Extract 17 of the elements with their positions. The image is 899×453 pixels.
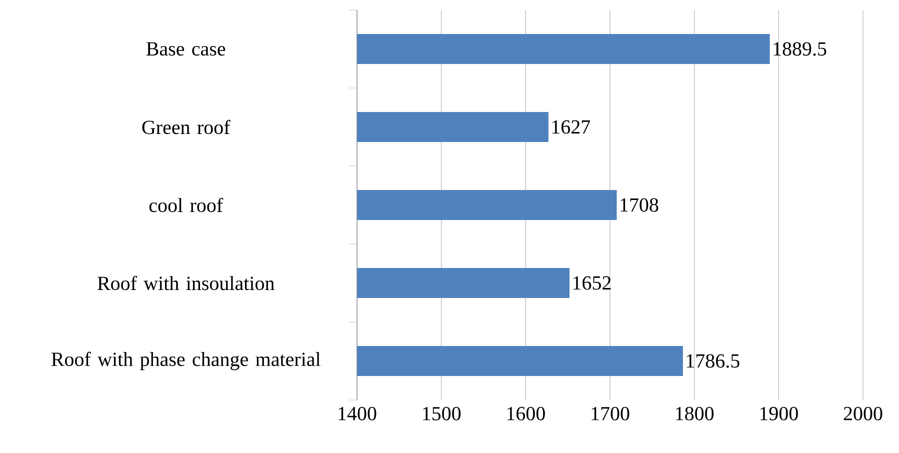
- y-tick-label: cool roof: [149, 198, 224, 212]
- x-tick-label: 1600: [507, 406, 545, 420]
- y-tick-label: Green roof: [142, 120, 230, 134]
- y-tick-label: Roof with insoulation: [98, 276, 274, 290]
- data-label: 1652: [573, 276, 611, 290]
- y-tick-label: Base case: [146, 42, 226, 56]
- x-tick-label: 1400: [338, 406, 376, 420]
- x-tick-label: 2000: [844, 406, 882, 420]
- x-tick-label: 1500: [423, 406, 461, 420]
- data-label: 1786.5: [686, 354, 740, 368]
- data-label: 1889.5: [774, 42, 826, 56]
- data-label: 1627: [552, 120, 590, 134]
- x-tick-label: 1900: [760, 406, 798, 420]
- y-tick-label: Roof with phase change material: [51, 352, 320, 370]
- data-label: 1708: [620, 198, 658, 212]
- x-tick-label: 1800: [676, 406, 714, 420]
- x-tick-label: 1700: [592, 406, 630, 420]
